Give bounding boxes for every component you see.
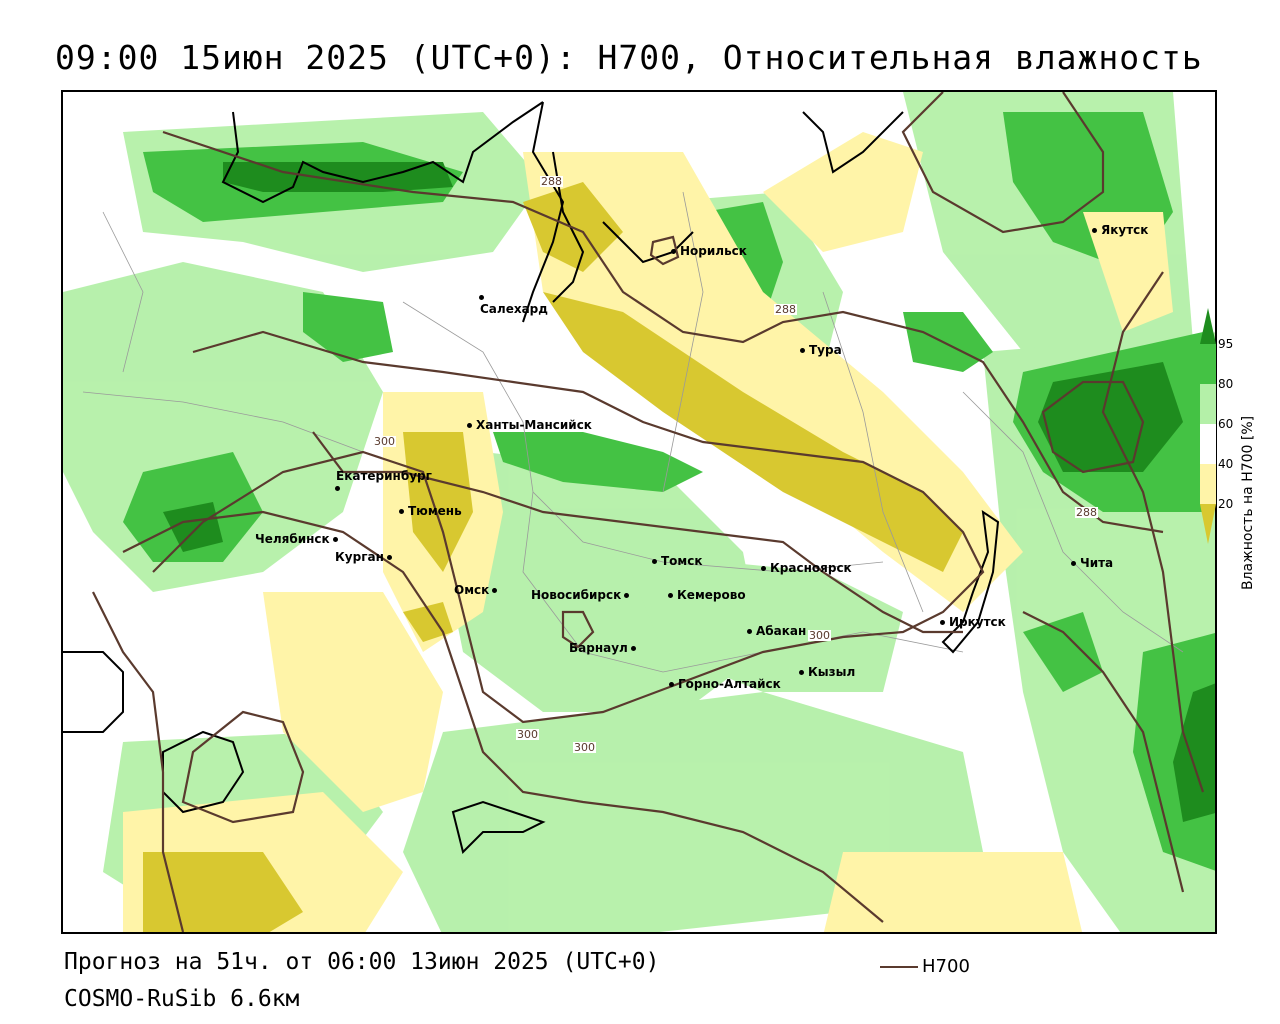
model-name: COSMO-RuSib 6.6км (64, 986, 300, 1012)
colorbar-tick: 60 (1218, 417, 1234, 431)
colorbar-tick: 40 (1218, 457, 1234, 471)
contour-label: 288 (774, 303, 797, 316)
city-norilsk: Норильск (671, 245, 747, 257)
city-yekaterinburg: Екатеринбург (335, 470, 440, 494)
contour-label: 300 (573, 741, 596, 754)
city-irkutsk: Иркутск (940, 616, 1006, 628)
city-barnaul: Барнаул (569, 642, 640, 654)
colorbar-title: Влажность на H700 [%] (1240, 415, 1256, 590)
city-krasnoyarsk: Красноярск (761, 562, 852, 574)
city-marker-icon (386, 555, 392, 560)
humidity-field (63, 92, 1215, 932)
city-marker-icon (747, 629, 752, 634)
city-marker-icon (335, 486, 340, 491)
city-marker-icon (1071, 561, 1076, 566)
city-salekhard: Салехард (479, 291, 556, 315)
colorbar-swatch-60-80 (1200, 384, 1216, 424)
city-marker-icon (669, 682, 674, 687)
city-abakan: Абакан (747, 625, 806, 637)
forecast-info: Прогноз на 51ч. от 06:00 13июн 2025 (UTC… (64, 949, 660, 975)
colorbar-swatch-80-95 (1200, 344, 1216, 384)
colorbar-swatch-gt95 (1200, 308, 1216, 344)
colorbar-tick: 95 (1218, 337, 1234, 351)
contour-label: 288 (1075, 506, 1098, 519)
colorbar-tick: 80 (1218, 377, 1234, 391)
city-marker-icon (492, 588, 498, 593)
city-marker-icon (671, 249, 676, 254)
city-tura: Тура (800, 344, 842, 356)
city-marker-icon (467, 423, 472, 428)
colorbar-tick: 20 (1218, 497, 1234, 511)
city-marker-icon (652, 559, 657, 564)
city-gorno-altaysk: Горно-Алтайск (669, 678, 781, 690)
contour-legend-label: H700 (922, 956, 970, 977)
city-tomsk: Томск (652, 555, 703, 567)
contour-legend: H700 (880, 956, 970, 977)
colorbar-swatch-20-40 (1200, 464, 1216, 504)
city-yakutsk: Якутск (1092, 224, 1148, 236)
city-marker-icon (479, 295, 484, 300)
city-kurgan: Курган (335, 551, 396, 563)
colorbar-swatch-lt20 (1200, 504, 1216, 544)
city-omsk: Омск (454, 584, 501, 596)
map-title: 09:00 15июн 2025 (UTC+0): H700, Относите… (55, 38, 1203, 77)
city-marker-icon (1092, 228, 1097, 233)
city-marker-icon (800, 348, 805, 353)
map-area[interactable]: 288 288 288 300 300 300 300 Салехард Нор… (61, 90, 1217, 934)
city-marker-icon (668, 593, 673, 598)
city-khanty-mansiysk: Ханты-Мансийск (467, 419, 592, 431)
colorbar (1200, 308, 1216, 544)
city-kemerovo: Кемерово (668, 589, 746, 601)
city-kyzyl: Кызыл (799, 666, 855, 678)
city-chita: Чита (1071, 557, 1113, 569)
city-marker-icon (624, 593, 630, 598)
colorbar-swatch-40-60 (1200, 424, 1216, 464)
contour-line-swatch (880, 965, 918, 968)
city-marker-icon (630, 646, 636, 651)
city-marker-icon (761, 566, 766, 571)
city-marker-icon (399, 509, 404, 514)
city-novosibirsk: Новосибирск (531, 589, 633, 601)
contour-label: 288 (540, 175, 563, 188)
city-marker-icon (799, 670, 804, 675)
city-marker-icon (332, 537, 338, 542)
contour-label: 300 (516, 728, 539, 741)
contour-label: 300 (373, 435, 396, 448)
city-chelyabinsk: Челябинск (255, 533, 342, 545)
city-marker-icon (940, 620, 945, 625)
contour-label: 300 (808, 629, 831, 642)
city-tyumen: Тюмень (399, 505, 462, 517)
